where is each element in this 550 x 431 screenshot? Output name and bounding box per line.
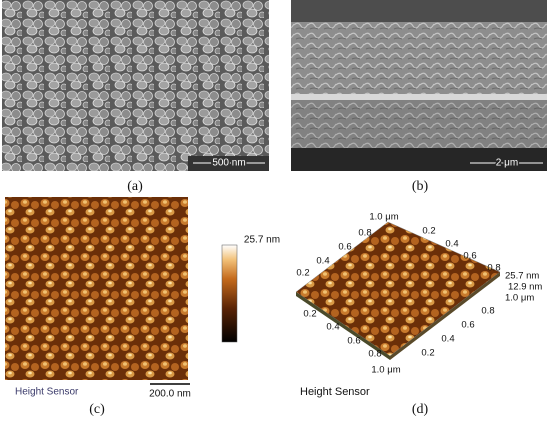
axis-label: 12.9 nm bbox=[508, 282, 542, 293]
axis-labels: 1.0 μm 0.8 0.6 0.4 0.2 0.2 0.4 0.6 0.8 2… bbox=[296, 212, 542, 376]
footer: Height Sensor bbox=[15, 387, 79, 398]
axis-label: 0.6 bbox=[338, 242, 351, 253]
axis-label: 0.4 bbox=[316, 256, 329, 267]
colorbar-label: 25.7 nm bbox=[244, 235, 280, 246]
panel-label: (b) bbox=[412, 179, 429, 194]
background bbox=[291, 148, 547, 171]
scale-label: 2 μm bbox=[496, 158, 518, 169]
axis-label: 0.4 bbox=[326, 322, 339, 333]
axis-label: 0.6 bbox=[463, 251, 476, 262]
footer: Height Sensor bbox=[300, 386, 370, 398]
axis-label: 0.4 bbox=[445, 239, 458, 250]
surface-edge bbox=[296, 292, 390, 360]
axis-label: 0.8 bbox=[481, 306, 494, 317]
scale-label: 200.0 nm bbox=[149, 389, 191, 400]
axis-label: 0.6 bbox=[461, 320, 474, 331]
surface-edge bbox=[390, 272, 500, 360]
axis-label: 1.0 μm bbox=[371, 365, 400, 376]
axis-label: 0.6 bbox=[347, 336, 360, 347]
scale-label: 500 nm bbox=[212, 158, 245, 169]
axis-label: 1.0 μm bbox=[369, 212, 398, 223]
axis-label: 25.7 nm bbox=[505, 271, 539, 282]
panel-label: (c) bbox=[89, 402, 105, 417]
afm-3d-surface bbox=[295, 221, 501, 357]
panel-label: (a) bbox=[127, 179, 143, 194]
interface bbox=[291, 94, 547, 100]
background bbox=[291, 0, 547, 22]
axis-label: 0.8 bbox=[487, 263, 500, 274]
axis-label: 1.0 μm bbox=[505, 293, 534, 304]
colorbar bbox=[221, 244, 238, 343]
afm-image bbox=[5, 197, 188, 380]
sem-top-view bbox=[2, 0, 269, 171]
axis-label: 0.8 bbox=[358, 228, 371, 239]
axis-label: 0.2 bbox=[421, 348, 434, 359]
layer bbox=[291, 22, 547, 94]
axis-label: 0.2 bbox=[296, 268, 309, 279]
panel-label: (d) bbox=[412, 402, 429, 417]
axis-label: 0.4 bbox=[441, 334, 454, 345]
axis-label: 0.8 bbox=[368, 349, 381, 360]
substrate bbox=[291, 100, 547, 148]
axis-label: 0.2 bbox=[422, 226, 435, 237]
axis-label: 0.2 bbox=[303, 309, 316, 320]
